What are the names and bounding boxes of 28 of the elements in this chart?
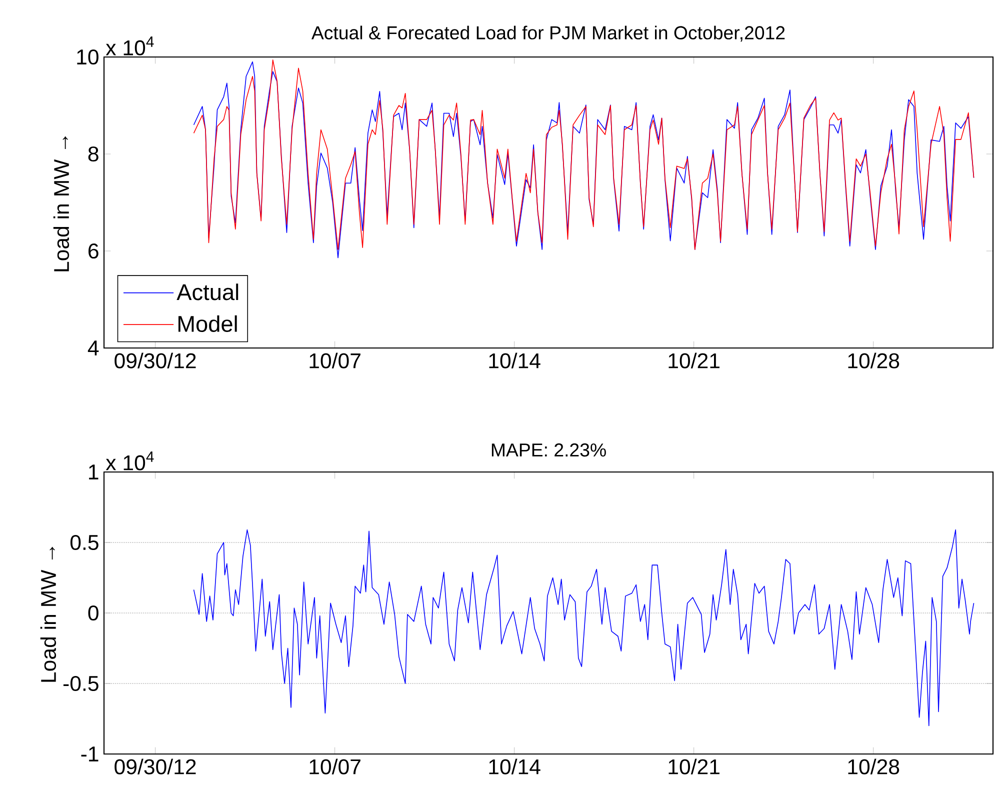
x-tick-label: 10/21 [668,352,720,368]
x-tick-label: 10/14 [489,758,540,774]
y-tick-label: -0.5 [63,676,98,692]
y-tick-label: 0 [88,605,98,621]
y-tick-label: 8 [88,146,98,162]
y-axis-title: Load in MW → [40,546,56,682]
x-tick-label: 09/30/12 [114,758,196,774]
y-tick-label: 6 [88,243,98,259]
line-series [193,529,974,726]
chart-title: MAPE: 2.23% [492,443,606,457]
x-tick-label: 10/28 [848,352,900,368]
chart-title: Actual & Forecated Load for PJM Market in October,2012 [311,26,785,42]
x-tick-label: 10/14 [489,352,540,368]
y-tick-label: 4 [88,340,99,356]
legend-label: Actual [176,284,238,300]
x-tick-label: 09/30/12 [114,352,196,368]
x-tick-label: 10/28 [848,758,900,774]
x-tick-label: 10/07 [310,758,360,774]
y-tick-label: 10 [77,49,98,65]
text: x 10$^{4}$ [106,36,154,56]
x-tick-label: 10/07 [310,352,360,368]
y-tick-label: -1 [81,746,98,762]
text: x 10$^{4}$ [106,452,154,470]
legend-label: Model [178,315,237,332]
x-tick-label: 10/21 [668,758,720,774]
y-tick-label: 1 [89,464,98,480]
y-tick-label: 0.5 [70,534,98,550]
y-axis-title: Load in MW → [53,136,70,272]
